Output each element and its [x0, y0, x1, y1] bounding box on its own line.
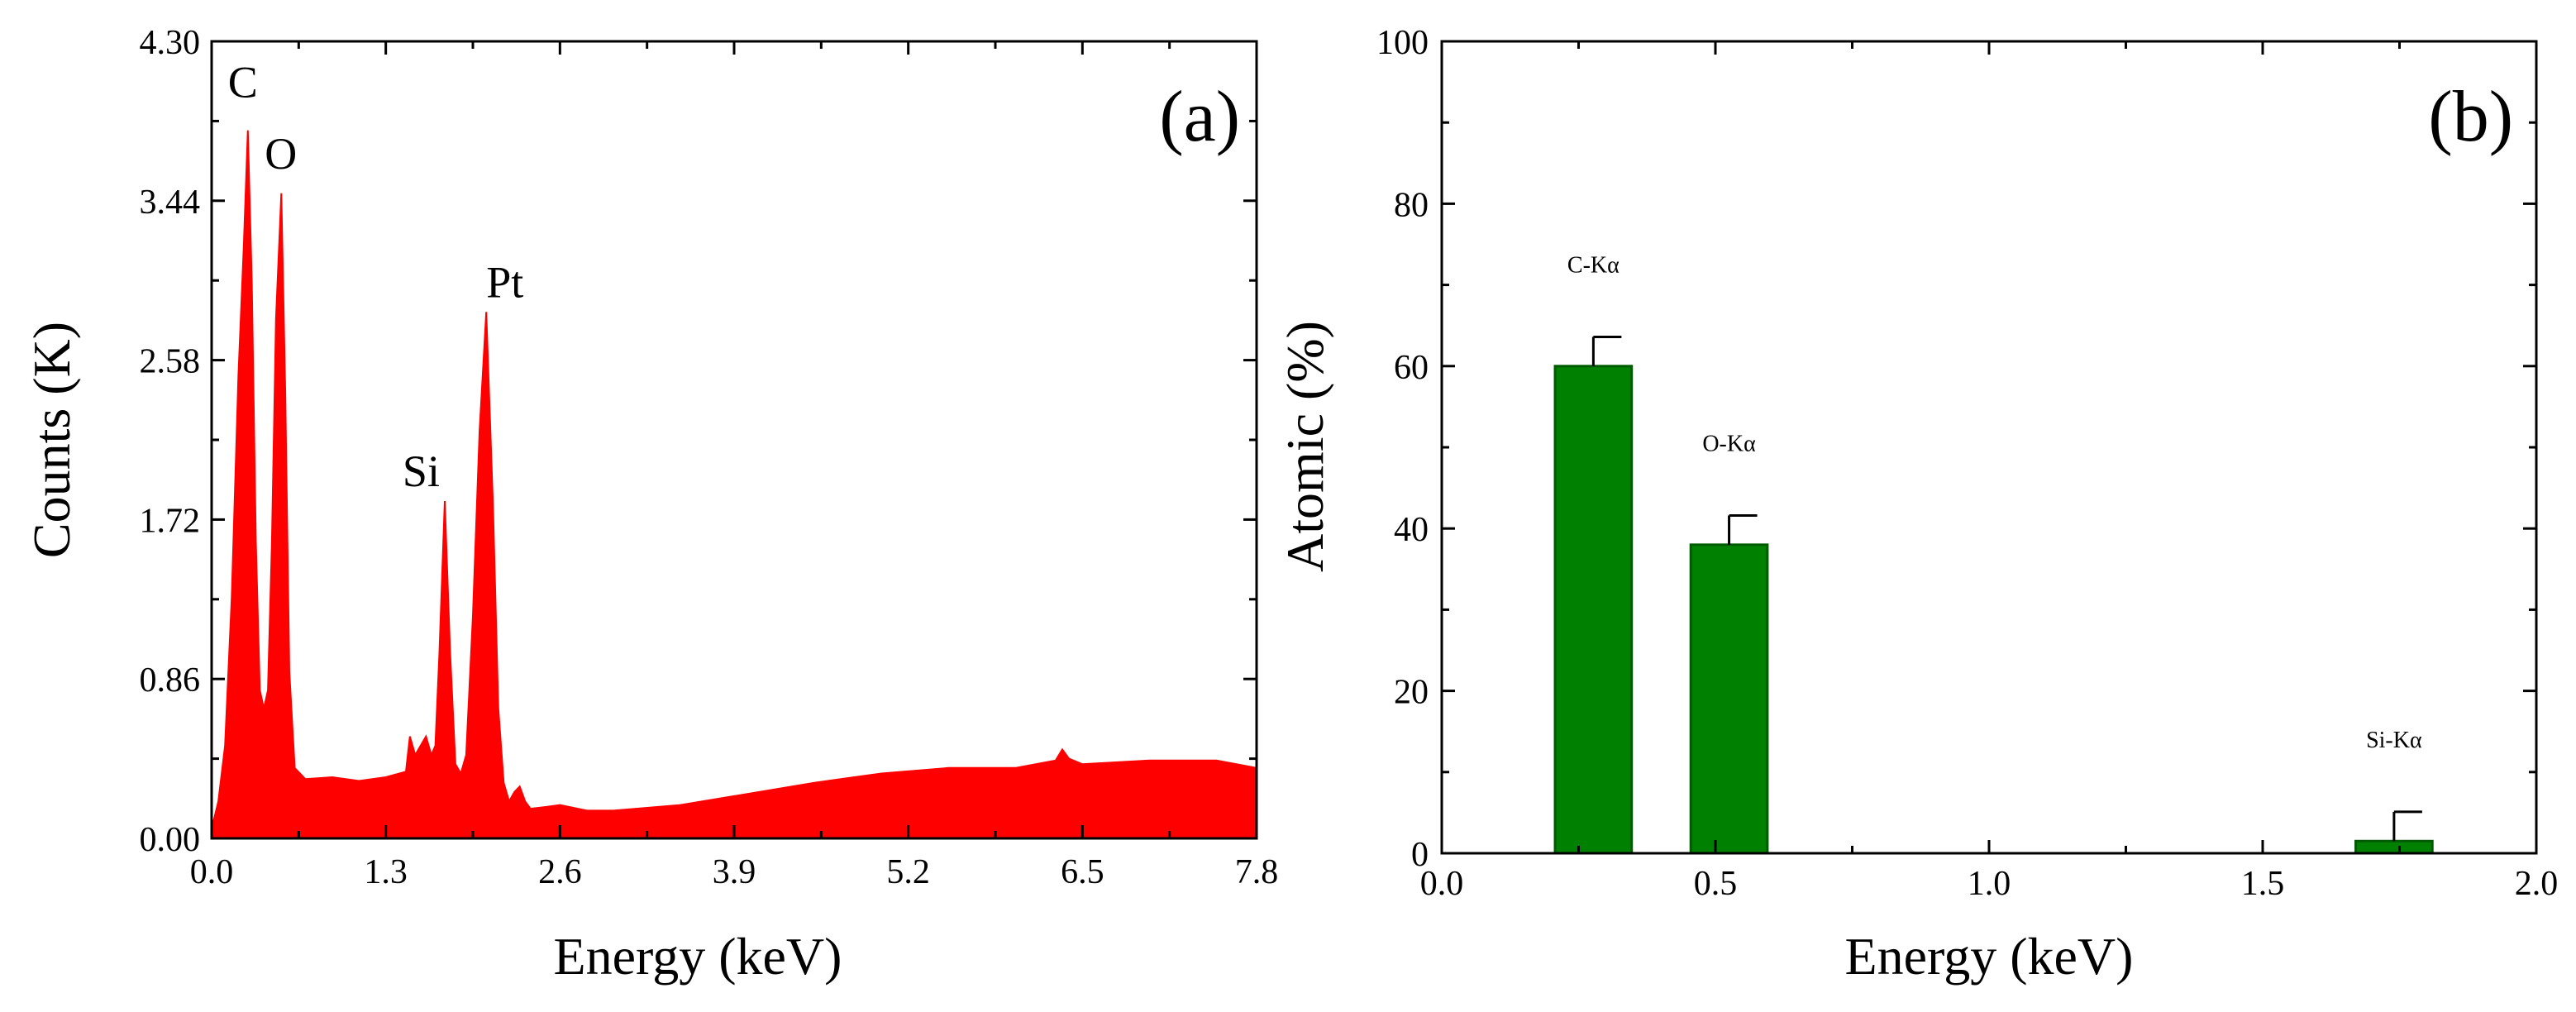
b-x-tick-label: 0.5: [1694, 865, 1738, 903]
a-x-tick-label: 2.6: [538, 853, 582, 891]
bar-label-1: O-Kα: [1702, 431, 1756, 456]
a-y-tick-label: 0.86: [140, 661, 201, 699]
bar-label-0: C-Kα: [1567, 252, 1620, 278]
b-x-tick-label: 1.0: [1968, 865, 2011, 903]
panel-b-plot-area: C-Kα O-Kα Si-Kα: [1553, 252, 2434, 855]
peak-label-c: C: [228, 58, 258, 107]
panel-b-y-axis-title: Atomic (%): [1276, 321, 1334, 572]
bar-1: [1689, 543, 1769, 855]
b-x-tick-label: 1.5: [2241, 865, 2285, 903]
panel-b-ticks: 0.0 0.5 1.0 1.5 2.0 0 20 40 60 80 100: [1376, 24, 2558, 903]
panel-b-x-axis-title: Energy (keV): [1845, 927, 2134, 986]
b-y-tick-label: 20: [1394, 674, 1429, 712]
a-y-tick-label: 0.00: [140, 821, 201, 859]
peak-label-o: O: [265, 129, 297, 179]
bar-label-2: Si-Kα: [2366, 728, 2422, 753]
a-y-tick-label: 1.72: [140, 502, 201, 540]
panel-a-frame: [210, 40, 1258, 840]
b-y-tick-label: 0: [1411, 836, 1429, 874]
b-x-tick-label: 0.0: [1420, 865, 1464, 903]
b-y-tick-label: 100: [1376, 24, 1429, 62]
b-y-tick-label: 80: [1394, 186, 1429, 224]
b-y-tick-label: 60: [1394, 349, 1429, 387]
panel-a-plot-area: CO Si Pt: [211, 58, 1257, 839]
panel-a-label: (a): [1159, 77, 1240, 157]
a-x-tick-label: 5.2: [886, 853, 930, 891]
a-y-tick-label: 3.44: [140, 184, 201, 222]
panel-a-ticks: 0.0 1.3 2.6 3.9 5.2 6.5 7.8 0.00 0.86 1.72 2.58 3.4…: [140, 24, 1279, 891]
a-y-tick-label: 4.30: [140, 24, 201, 62]
a-x-tick-label: 1.3: [364, 853, 408, 891]
bar-2: [2354, 839, 2434, 855]
panel-a-y-axis-title: Counts (K): [22, 322, 81, 558]
panel-a-eds-spectrum: CO Si Pt 0.0 1.3 2.6 3.9 5.2 6.5 7.8 0.00 0.86 1.72…: [22, 24, 1278, 986]
peak-label-pt: Pt: [486, 257, 523, 307]
a-x-tick-label: 0.0: [190, 853, 234, 891]
a-x-tick-label: 3.9: [713, 853, 756, 891]
b-y-tick-label: 40: [1394, 511, 1429, 549]
bar-0: [1553, 365, 1634, 855]
panel-b-label: (b): [2428, 77, 2513, 157]
spectrum-area: [211, 130, 1257, 839]
peak-label-si: Si: [403, 446, 440, 496]
a-x-tick-label: 7.8: [1235, 853, 1279, 891]
panel-b-atomic-bars: C-Kα O-Kα Si-Kα 0.0 0.5 1.0 1.5 2.0 0 20 40 60 80 10…: [1276, 24, 2558, 986]
panel-a-x-axis-title: Energy (keV): [554, 927, 842, 986]
b-x-tick-label: 2.0: [2515, 865, 2559, 903]
a-y-tick-label: 2.58: [140, 343, 201, 381]
a-x-tick-label: 6.5: [1061, 853, 1104, 891]
